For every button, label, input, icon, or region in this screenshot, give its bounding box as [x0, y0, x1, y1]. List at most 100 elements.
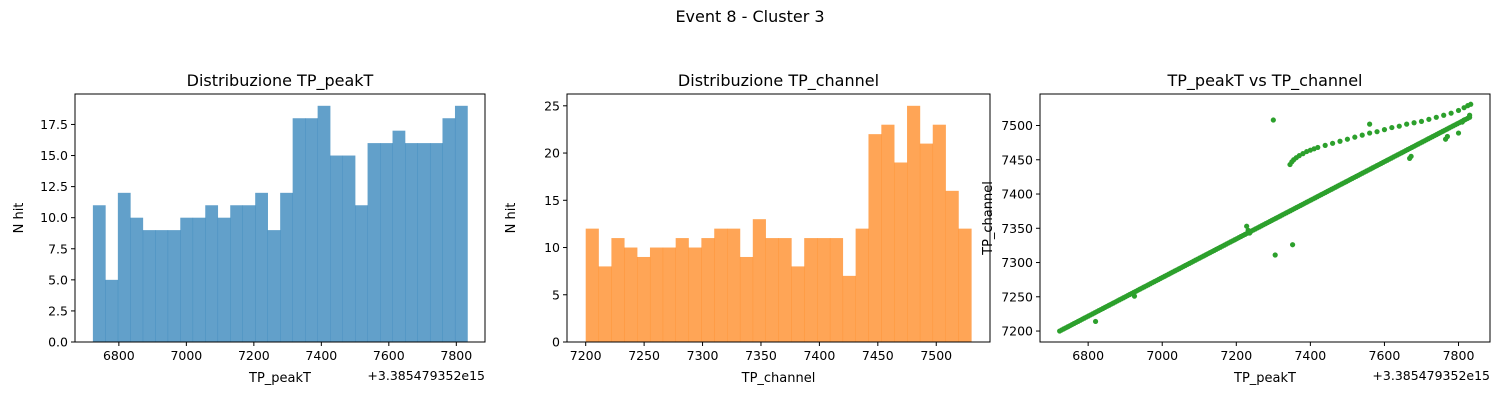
histogram-bar: [662, 247, 676, 342]
scatter-point: [1367, 121, 1373, 127]
histogram-bar: [611, 238, 625, 342]
scatter-point: [1455, 107, 1462, 114]
scatter-point: [1315, 144, 1321, 151]
histogram-bar: [881, 124, 895, 342]
panel-title: Distribuzione TP_peakT: [187, 71, 374, 91]
histogram-bar: [752, 219, 766, 342]
histogram-bar: [167, 230, 181, 342]
y-tick-label: 25: [544, 98, 560, 113]
panel-channel-histogram: 7200 7250 7300 7350 7400 7450 7500 0 5 10 15 20 25 Di…: [504, 71, 991, 386]
scatter-point: [1344, 136, 1351, 142]
y-tick-label: 0: [552, 335, 560, 350]
histogram-bar: [117, 192, 131, 342]
histogram-bar: [442, 118, 456, 342]
x-axis-ticks: 7200 7250 7300 7350 7400 7450 7500: [570, 342, 952, 363]
y-tick-label: 7450: [1001, 152, 1033, 167]
histogram-bar: [829, 238, 844, 342]
scatter-point: [1408, 153, 1414, 159]
scatter-point: [1448, 110, 1454, 116]
histogram-bar: [92, 205, 106, 342]
y-tick-label: 10: [544, 240, 560, 255]
scatter-point: [1396, 123, 1402, 129]
histogram-bar: [205, 205, 219, 342]
y-axis-ticks: 7200 7250 7300 7350 7400 7450 7500: [1001, 118, 1040, 339]
scatter-point: [1131, 293, 1138, 299]
scatter-point: [1352, 134, 1358, 140]
scatter-point: [1404, 121, 1410, 127]
histogram-bar: [932, 124, 946, 342]
scatter-point: [1461, 117, 1467, 123]
histogram-bar: [392, 130, 406, 342]
y-tick-label: 7.5: [48, 241, 68, 256]
scatter-point: [1329, 140, 1336, 146]
x-tick-label: 7800: [1443, 348, 1475, 363]
x-axis-label: TP_peakT: [1233, 371, 1296, 386]
histogram-bar: [105, 279, 119, 342]
scatter-point: [1247, 230, 1253, 236]
scatter-point: [1270, 117, 1276, 123]
panel-peakT-histogram: 6800 7000 7200 7400 7600 7800 0.0 2.5 5.0 7.5 10.0…: [12, 71, 486, 386]
histogram-bar: [765, 238, 779, 342]
x-tick-label: 7500: [920, 348, 952, 363]
y-tick-label: 15: [544, 193, 560, 208]
y-tick-label: 7400: [1001, 187, 1033, 202]
x-axis-label: TP_peakT: [248, 371, 311, 386]
x-axis-ticks: 6800 7000 7200 7400 7600 7800: [1072, 342, 1474, 363]
x-tick-label: 7600: [373, 348, 405, 363]
scatter-point: [1433, 114, 1439, 120]
plot-marks: [1057, 101, 1474, 334]
y-axis-label: TP_channel: [981, 181, 996, 256]
x-tick-label: 7350: [745, 348, 777, 363]
scatter-point: [1418, 118, 1425, 125]
histogram-bar: [688, 247, 702, 342]
histogram-bar: [791, 266, 805, 342]
plot-marks: [92, 105, 468, 342]
histogram-bar: [230, 205, 244, 342]
figure-suptitle: Event 8 - Cluster 3: [675, 7, 824, 26]
scatter-point: [1092, 318, 1099, 325]
y-axis-label: N hit: [12, 203, 27, 234]
x-axis-label: TP_channel: [741, 371, 816, 386]
x-tick-label: 7250: [628, 348, 660, 363]
x-tick-label: 7450: [862, 348, 894, 363]
scatter-point: [1441, 112, 1447, 118]
x-tick-label: 7200: [1220, 348, 1252, 363]
y-tick-label: 2.5: [48, 303, 68, 318]
x-tick-label: 7400: [305, 348, 337, 363]
y-tick-label: 7300: [1001, 255, 1033, 270]
histogram-bar: [727, 228, 741, 342]
histogram-bar: [804, 238, 818, 342]
histogram-bar: [739, 256, 754, 342]
histogram-bar: [585, 228, 599, 342]
y-tick-label: 7200: [1001, 324, 1033, 339]
scatter-point: [1272, 252, 1278, 258]
histogram-bar: [624, 247, 638, 342]
scatter-point: [1455, 130, 1462, 136]
y-tick-label: 15.0: [40, 148, 68, 163]
scatter-point: [1359, 132, 1365, 138]
x-tick-label: 7000: [1146, 348, 1178, 363]
axes-frame: [566, 93, 991, 343]
histogram-bar: [855, 228, 869, 342]
y-tick-label: 5.0: [48, 272, 68, 287]
y-tick-label: 5: [552, 287, 560, 302]
scatter-point: [1374, 129, 1380, 135]
scatter-point: [1337, 138, 1343, 144]
histogram-bar: [305, 118, 318, 342]
histogram-bar: [417, 143, 431, 342]
scatter-point: [1467, 112, 1473, 118]
histogram-bar: [714, 228, 728, 342]
scatter-point: [1389, 124, 1395, 131]
histogram-bar: [429, 143, 443, 342]
histogram-bar: [367, 143, 381, 342]
histogram-bar: [217, 217, 231, 342]
histogram-bar: [130, 217, 144, 342]
histogram-bar: [919, 143, 934, 342]
y-tick-label: 10.0: [40, 210, 68, 225]
scatter-point: [1381, 127, 1388, 133]
histogram-bar: [894, 162, 908, 342]
histogram-bar: [868, 134, 882, 342]
histogram-bar: [267, 230, 281, 342]
y-tick-label: 17.5: [40, 117, 68, 132]
